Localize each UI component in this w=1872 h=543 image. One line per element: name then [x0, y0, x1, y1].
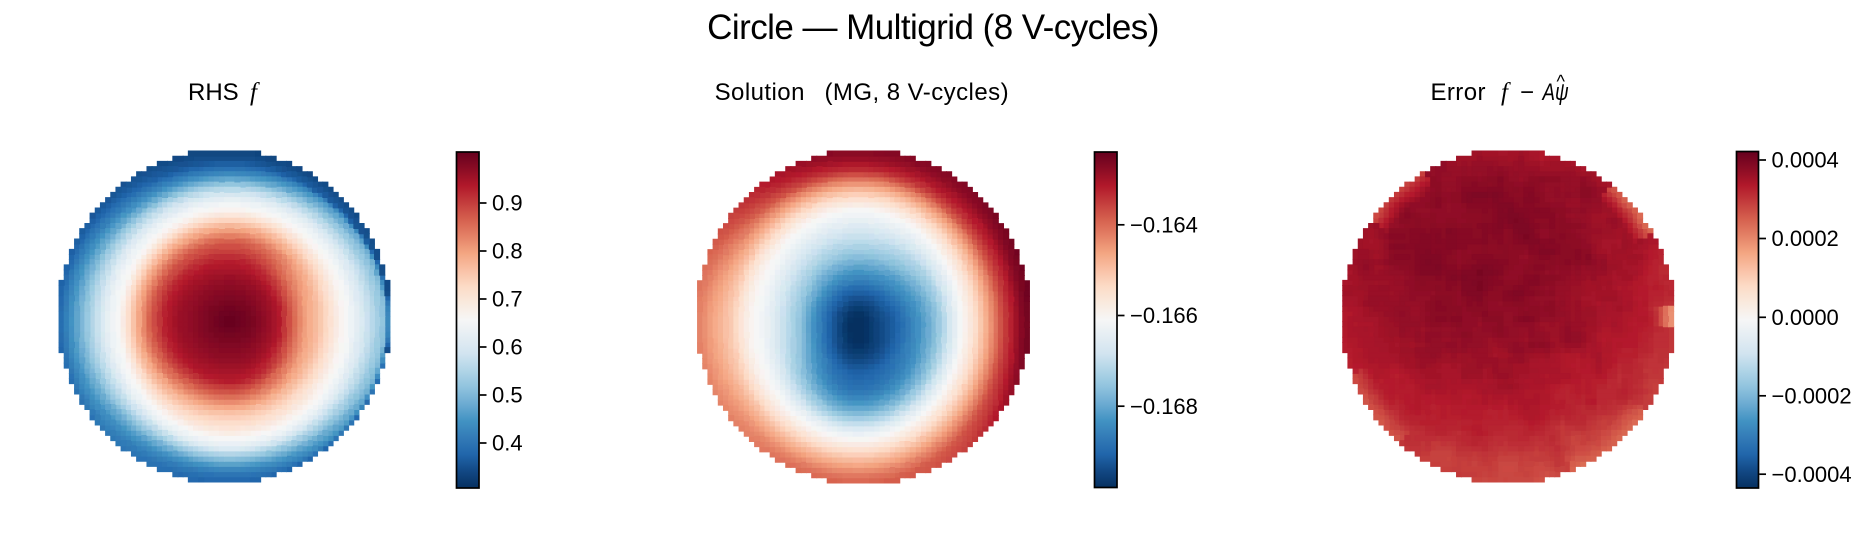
svg-text:Circle — Multigrid (8 V-cycles: Circle — Multigrid (8 V-cycles) [707, 8, 1159, 47]
svg-text:RHS: RHS [188, 79, 239, 106]
svg-text:0.8: 0.8 [492, 239, 523, 264]
svg-text:0.0000: 0.0000 [1772, 305, 1839, 330]
svg-text:−0.0004: −0.0004 [1772, 462, 1852, 487]
svg-text:Aψ: Aψ [1541, 79, 1569, 106]
svg-text:−0.164: −0.164 [1130, 213, 1198, 238]
svg-text:0.0004: 0.0004 [1772, 148, 1839, 173]
svg-text:f: f [1501, 79, 1511, 106]
svg-text:f: f [250, 79, 260, 106]
svg-text:−0.166: −0.166 [1130, 303, 1198, 328]
svg-text:Solution (MG, 8 V-cycles): Solution (MG, 8 V-cycles) [715, 79, 1009, 106]
svg-text:Error: Error [1431, 79, 1486, 106]
svg-text:^: ^ [1557, 72, 1566, 92]
svg-text:0.4: 0.4 [492, 431, 523, 456]
svg-text:0.0002: 0.0002 [1772, 226, 1839, 251]
svg-text:0.9: 0.9 [492, 191, 523, 216]
svg-text:0.5: 0.5 [492, 383, 523, 408]
svg-text:0.7: 0.7 [492, 287, 523, 312]
svg-text:0.6: 0.6 [492, 335, 523, 360]
svg-text:−0.168: −0.168 [1130, 394, 1198, 419]
svg-text:−: − [1520, 79, 1534, 106]
svg-text:−0.0002: −0.0002 [1772, 384, 1852, 409]
